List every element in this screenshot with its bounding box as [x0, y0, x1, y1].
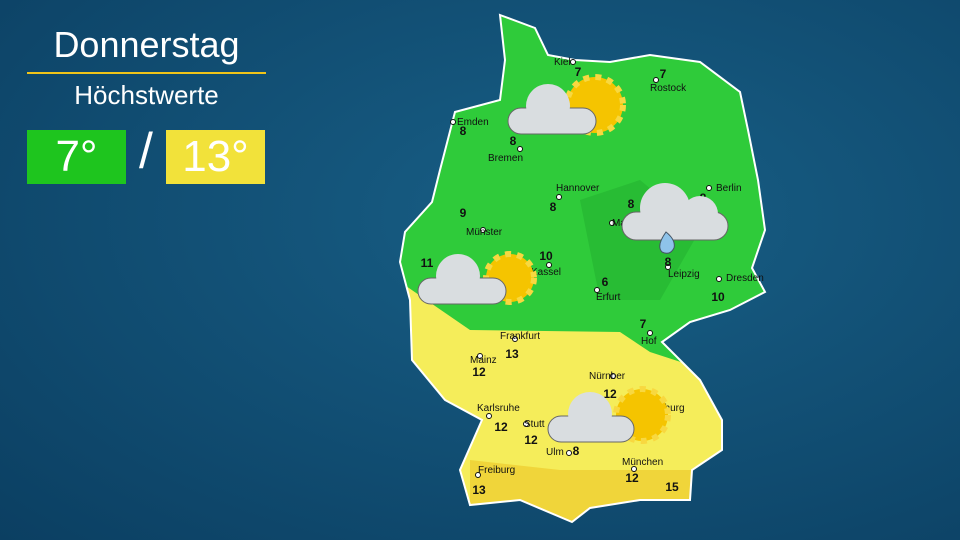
city-dot: [486, 413, 492, 419]
city-temp: 12: [524, 433, 538, 447]
city-temp: 12: [494, 420, 508, 434]
title: Donnerstag: [53, 24, 240, 65]
city-dot: [665, 264, 671, 270]
city-name: Hof: [641, 336, 657, 347]
city-name: Erfurt: [596, 292, 621, 303]
city-name: Freiburg: [478, 465, 515, 476]
city-dot: [570, 59, 576, 65]
city-dot: [556, 194, 562, 200]
city-name: München: [622, 457, 663, 468]
city-temp: 8: [628, 197, 635, 211]
city-temp: 12: [603, 387, 617, 401]
city-name: Ulm: [546, 447, 564, 458]
city-dot: [480, 227, 486, 233]
city-temp: 12: [472, 365, 486, 379]
city-temp: 8: [550, 200, 557, 214]
city-dot: [517, 146, 523, 152]
city-temp: 7: [640, 317, 647, 331]
city-name: Karlsruhe: [477, 403, 520, 414]
city-temp: 12: [625, 471, 639, 485]
city-name: Dresden: [726, 273, 764, 284]
min-temp: 7°: [27, 130, 126, 184]
weather-icons: [417, 74, 729, 444]
city-temp: 8: [510, 134, 517, 148]
city-name: Ma: [612, 218, 626, 229]
city-temp: 6: [602, 275, 609, 289]
city-dot: [594, 287, 600, 293]
city-dot: [546, 262, 552, 268]
city-dot: [566, 450, 572, 456]
city-dot: [653, 77, 659, 83]
city-dot: [477, 353, 483, 359]
separator: /: [139, 123, 153, 179]
city-name: Bremen: [488, 153, 523, 164]
city-name: Emden: [457, 117, 489, 128]
city-temp: 10: [539, 249, 553, 263]
city-temp: 7: [575, 65, 582, 79]
sun-cloud-icon: [417, 251, 537, 305]
city-dot: [450, 119, 456, 125]
city-temp: 13: [472, 483, 486, 497]
city-temp: 13: [505, 347, 519, 361]
city-dot: [609, 220, 615, 226]
city-name: Stutt: [524, 419, 545, 430]
city-temp: 11: [421, 256, 434, 270]
city-dot: [512, 336, 518, 342]
city-dot: [631, 466, 637, 472]
city-name: Nürnber: [589, 371, 626, 382]
city-name: Hannover: [556, 183, 600, 194]
rain-cloud-icon: [621, 183, 729, 254]
city-name: Münster: [466, 227, 503, 238]
city-dot: [475, 472, 481, 478]
city-name: Kassel: [531, 267, 561, 278]
city-name: Rostock: [650, 83, 687, 94]
sun-cloud-icon: [507, 74, 626, 136]
city-temp: 9: [460, 206, 467, 220]
city-name: Frankfurt: [500, 331, 540, 342]
city-temp: 8: [573, 444, 580, 458]
sun-cloud-icon: [547, 386, 671, 444]
city-temp: 8: [665, 255, 672, 269]
city-name: Berlin: [716, 183, 742, 194]
subtitle: Höchstwerte: [74, 80, 219, 110]
divider: [27, 72, 266, 74]
city-temp: 10: [711, 290, 725, 304]
city-temp: 8: [460, 124, 467, 138]
max-temp: 13°: [166, 130, 265, 184]
city-name: Kiel: [554, 57, 571, 68]
city-temp: 7: [660, 67, 667, 81]
city-dot: [716, 276, 722, 282]
city-name: Mainz: [470, 355, 497, 366]
city-dot: [523, 421, 529, 427]
city-dot: [647, 330, 653, 336]
city-dot: [706, 185, 712, 191]
city-temp: 15: [665, 480, 679, 494]
city-name: Leipzig: [668, 269, 700, 280]
city-dot: [610, 373, 616, 379]
